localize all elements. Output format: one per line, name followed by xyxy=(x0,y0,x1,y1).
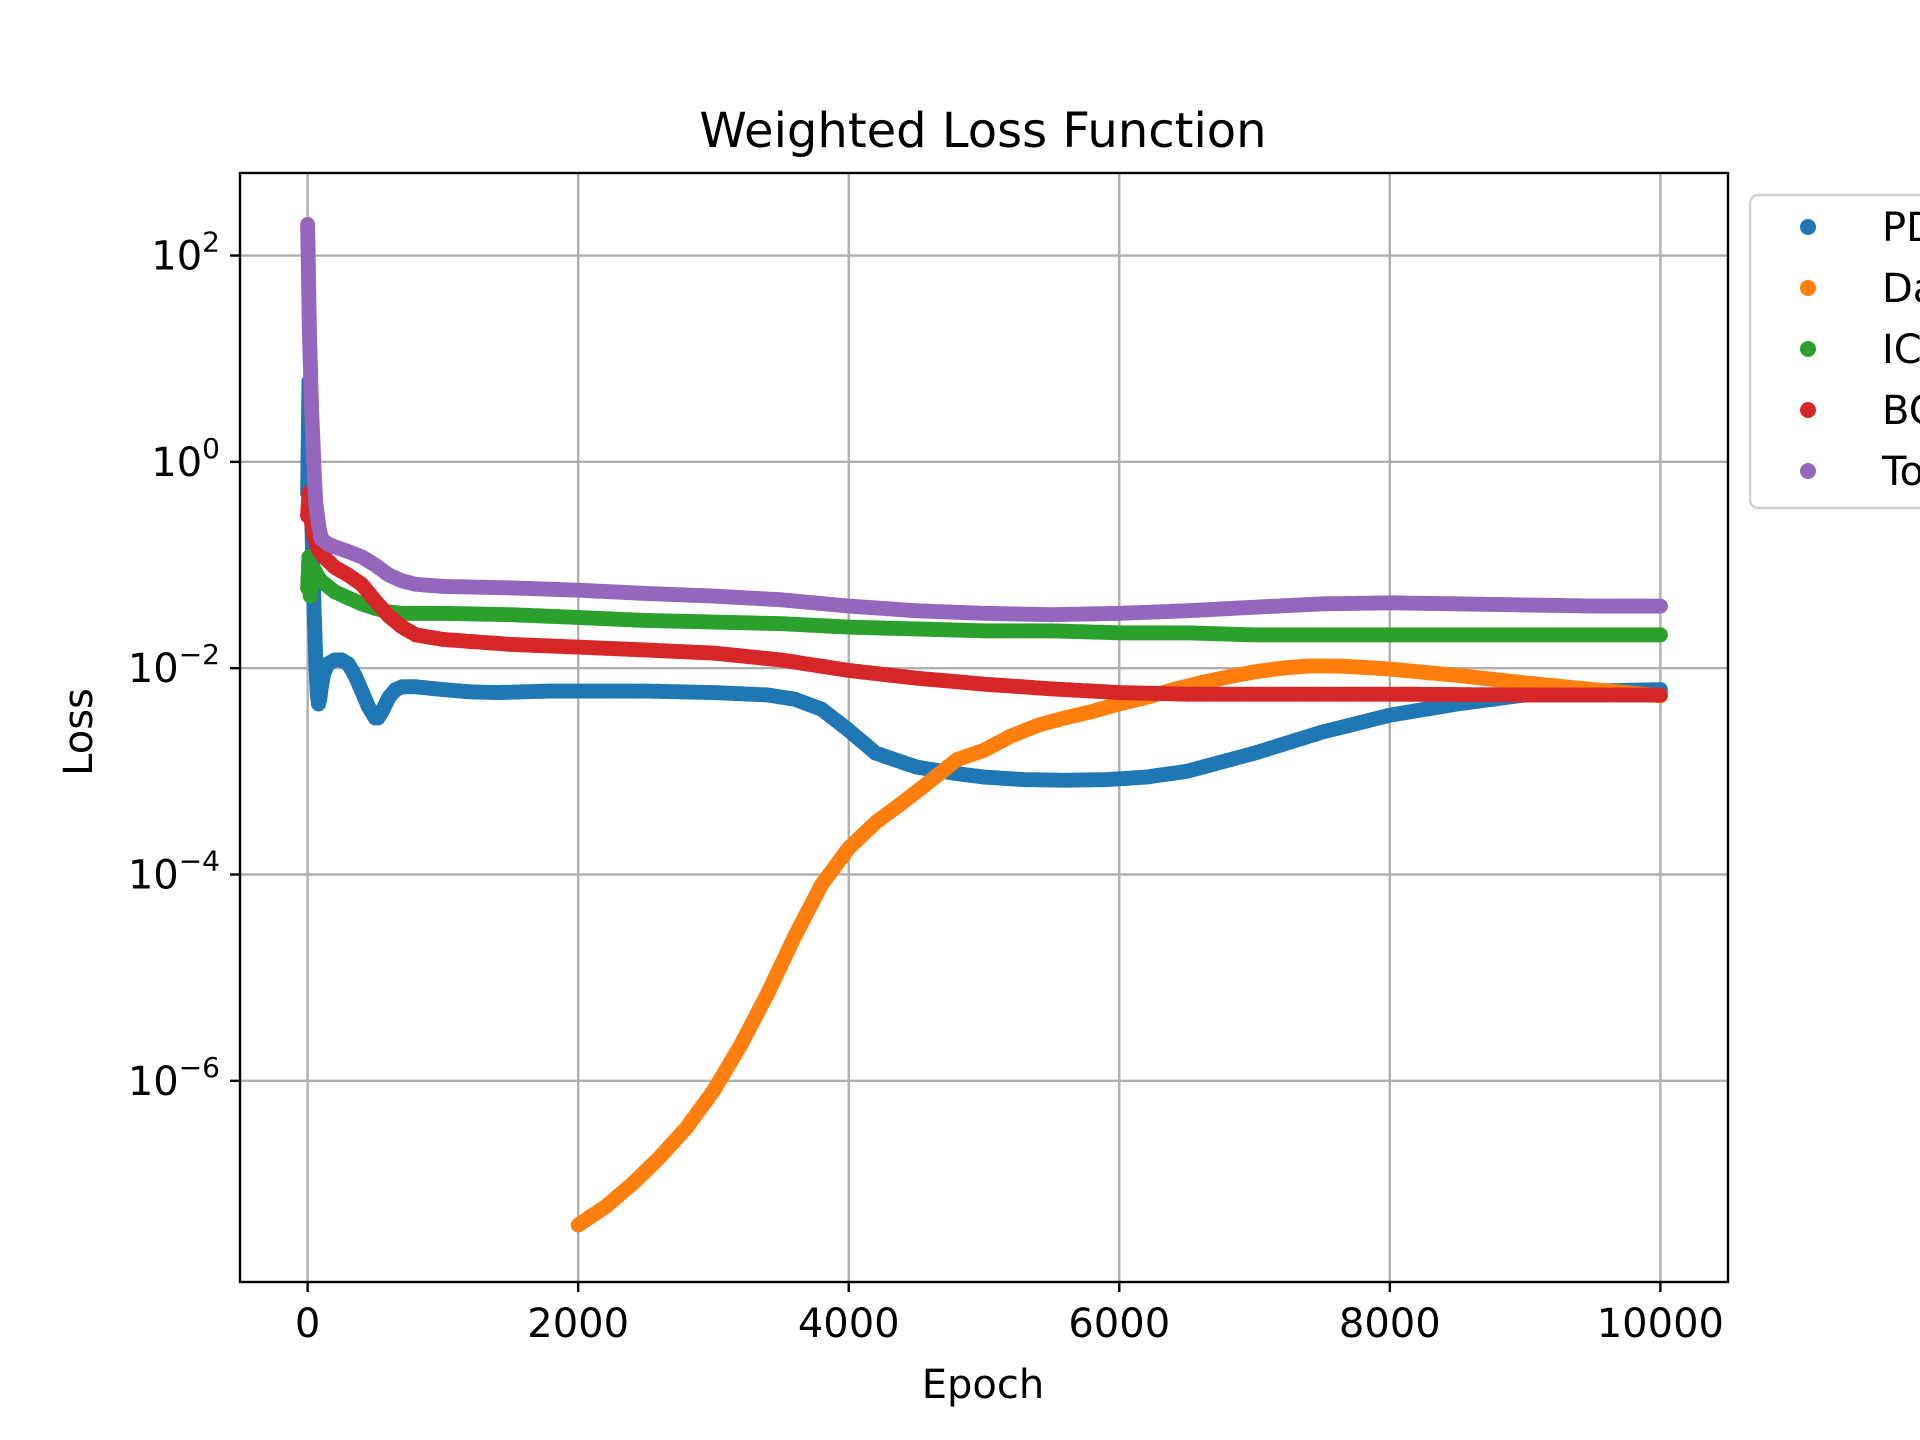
y-tick-label: 10−4 xyxy=(128,845,220,899)
x-axis: 0 2000 4000 6000 8000 10000 xyxy=(295,1282,1724,1347)
legend-label-to: To xyxy=(1881,449,1920,495)
x-tick-label: 0 xyxy=(295,1301,320,1347)
legend-label-da: Da xyxy=(1882,266,1920,312)
data-point xyxy=(1652,687,1668,703)
legend-label-pd: PD xyxy=(1882,205,1920,251)
y-tick-label: 10−6 xyxy=(128,1051,220,1105)
y-axis-label: Loss xyxy=(56,688,102,776)
x-axis-label: Epoch xyxy=(922,1362,1044,1408)
series-bc xyxy=(300,485,1668,703)
data-point xyxy=(1652,598,1668,614)
y-tick-label: 10−2 xyxy=(128,638,220,692)
series-da xyxy=(570,658,1668,1233)
legend-label-ic: IC xyxy=(1882,327,1920,373)
legend-marker-bc xyxy=(1800,402,1816,418)
legend-marker-to xyxy=(1800,463,1816,479)
y-tick-label: 102 xyxy=(151,226,220,280)
y-axis: 102 100 10−2 10−4 10−6 xyxy=(128,226,240,1105)
y-tick-label: 100 xyxy=(151,432,220,486)
data-point xyxy=(1652,627,1668,643)
legend-marker-pd xyxy=(1800,219,1816,235)
legend-marker-da xyxy=(1800,280,1816,296)
legend-marker-ic xyxy=(1800,341,1816,357)
legend-frame xyxy=(1748,193,1920,510)
legend-label-bc: BC xyxy=(1882,388,1920,434)
chart-title: Weighted Loss Function xyxy=(699,103,1266,159)
x-tick-label: 4000 xyxy=(798,1301,900,1347)
series-to xyxy=(300,217,1668,623)
x-tick-label: 2000 xyxy=(527,1301,629,1347)
series-layer xyxy=(300,217,1668,1233)
x-tick-label: 8000 xyxy=(1339,1301,1441,1347)
plot-frame xyxy=(238,171,1730,1284)
legend: PD Da IC BC To xyxy=(1748,193,1920,510)
grid xyxy=(240,173,1728,1282)
x-tick-label: 10000 xyxy=(1597,1301,1724,1347)
x-tick-label: 6000 xyxy=(1068,1301,1170,1347)
